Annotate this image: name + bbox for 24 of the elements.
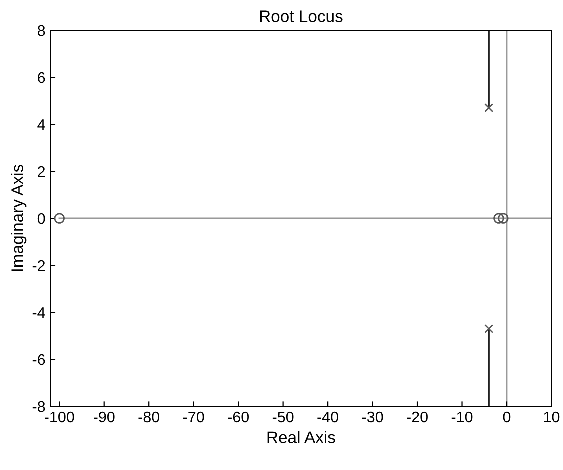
x-tick-label: 0 [503,412,511,423]
x-tick-label: -20 [407,412,428,423]
x-tick-label: -90 [94,412,115,423]
y-tick-label: -8 [32,401,46,412]
y-tick-label: -6 [32,354,46,366]
x-axis-title: Real Axis [268,431,336,444]
y-tick-label: -4 [32,308,46,318]
y-axis-title: Imaginary Axis [11,164,27,272]
y-tick-label: 0 [38,213,46,224]
y-tick-label: 6 [38,72,46,84]
y-tick-label: 2 [38,166,46,178]
x-tick-label: -30 [362,412,384,423]
x-tick-label: -100 [45,412,74,423]
x-tick-label: -10 [452,412,473,423]
x-tick-label: -40 [318,412,338,423]
x-tick-label: -50 [272,412,294,423]
chart-title: Root Locus [260,10,343,22]
x-tick-label: 10 [544,412,560,423]
x-tick-label: -80 [138,412,160,423]
y-tick-label: 8 [38,25,46,36]
y-tick-label: 4 [38,120,46,130]
x-tick-label: -70 [183,412,204,423]
y-tick-label: -2 [32,260,46,272]
x-tick-label: -60 [228,412,250,423]
